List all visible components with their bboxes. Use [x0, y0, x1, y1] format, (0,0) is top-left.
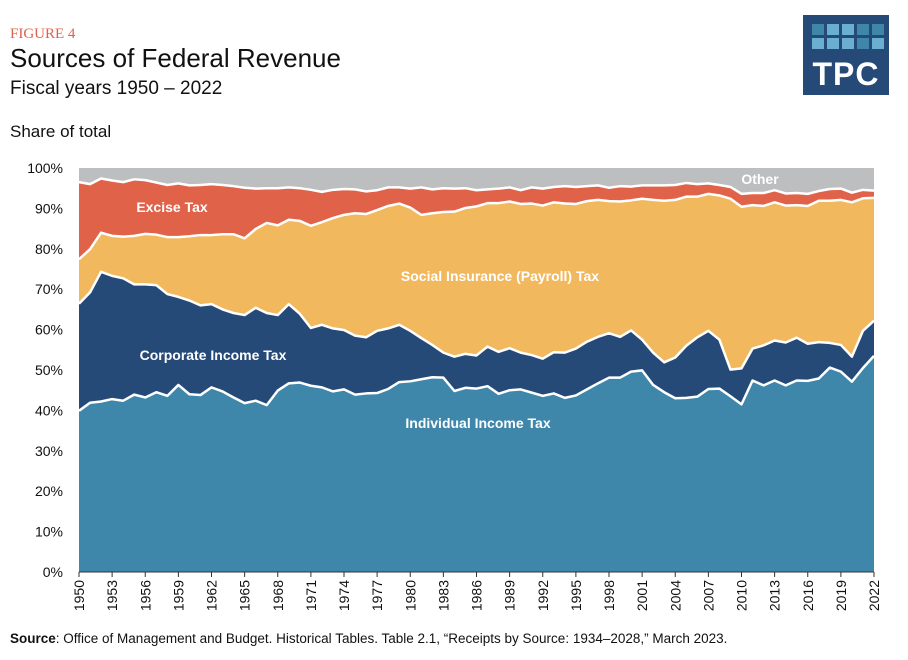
y-tick-label: 10%	[35, 524, 63, 540]
figure-label: FIGURE 4	[10, 26, 76, 42]
x-tick-label: 1974	[336, 580, 352, 611]
x-tick-label: 1950	[71, 580, 87, 611]
x-tick-label: 1959	[170, 580, 186, 611]
y-tick-label: 100%	[27, 160, 63, 176]
logo-grid	[812, 24, 884, 49]
y-tick-label: 50%	[35, 362, 63, 378]
logo-text: TPC	[812, 56, 880, 92]
x-tick-label: 1977	[369, 580, 385, 611]
x-tick-label: 1980	[402, 580, 418, 611]
y-tick-label: 20%	[35, 483, 63, 499]
x-tick-label: 1986	[469, 580, 485, 611]
series-label: Other	[741, 171, 779, 187]
x-tick-label: 1953	[104, 580, 120, 611]
y-tick-label: 40%	[35, 402, 63, 418]
y-tick-label: 0%	[43, 564, 63, 580]
x-tick-label: 1965	[237, 580, 253, 611]
series-label: Corporate Income Tax	[140, 347, 287, 363]
chart-title: Sources of Federal Revenue	[10, 43, 341, 73]
series-label: Social Insurance (Payroll) Tax	[401, 268, 599, 284]
x-tick-label: 2016	[800, 580, 816, 611]
series-boundary-line	[78, 177, 875, 196]
x-tick-label: 1956	[137, 580, 153, 611]
x-tick-label: 2001	[634, 580, 650, 611]
tpc-logo: TPC	[803, 15, 889, 95]
source-text: : Office of Management and Budget. Histo…	[55, 631, 728, 646]
x-tick-label: 2022	[866, 580, 882, 611]
x-tick-label: 1971	[303, 580, 319, 611]
x-tick-label: 1968	[270, 580, 286, 611]
x-tick-label: 1992	[535, 580, 551, 611]
x-tick-label: 1989	[502, 580, 518, 611]
x-tick-label: 2007	[700, 580, 716, 611]
area-social-insurance-payroll-tax	[79, 193, 874, 370]
source-label: Source	[10, 631, 56, 646]
series-label: Excise Tax	[136, 199, 208, 215]
x-tick-label: 1983	[435, 580, 451, 611]
area-corporate-income-tax	[79, 271, 874, 411]
series-label: Individual Income Tax	[405, 415, 550, 431]
area-individual-income-tax	[79, 355, 874, 572]
y-tick-label: 70%	[35, 281, 63, 297]
x-tick-label: 2010	[734, 580, 750, 611]
x-tick-label: 1995	[568, 580, 584, 611]
y-tick-label: 80%	[35, 241, 63, 257]
series-boundary-line	[78, 355, 875, 412]
y-axis-label: Share of total	[10, 122, 112, 141]
x-tick-label: 2013	[767, 580, 783, 611]
x-tick-label: 1962	[204, 580, 220, 611]
x-tick-label: 2004	[667, 580, 683, 611]
series-boundary-line	[78, 270, 875, 371]
y-tick-label: 60%	[35, 322, 63, 338]
x-tick-label: 1998	[601, 580, 617, 611]
source-note: Source: Office of Management and Budget.…	[10, 631, 727, 646]
series-boundary-line	[78, 192, 875, 261]
y-tick-label: 90%	[35, 200, 63, 216]
chart-subtitle: Fiscal years 1950 – 2022	[10, 78, 223, 99]
x-tick-label: 2019	[833, 580, 849, 611]
y-tick-label: 30%	[35, 443, 63, 459]
